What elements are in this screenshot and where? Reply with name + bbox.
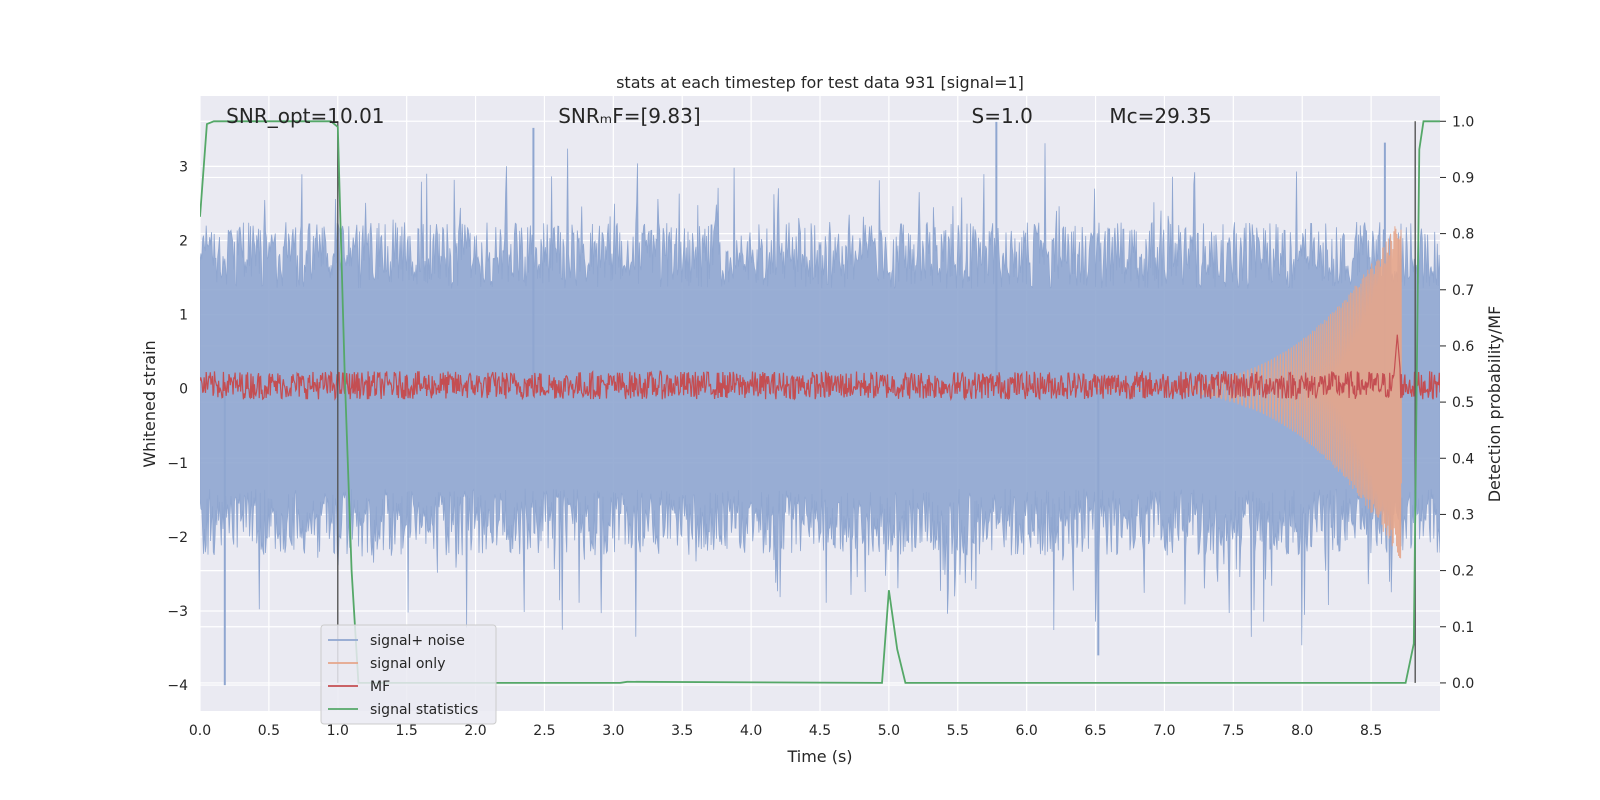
x-tick-label: 6.5 bbox=[1084, 723, 1106, 739]
x-axis-ticks: 0.0 0.5 1.0 1.5 2.0 2.5 3.0 3.5 4.0 4.5 5.0 5.5 6.0 6… bbox=[189, 723, 1382, 739]
x-tick-label: 8.5 bbox=[1360, 723, 1382, 739]
x-tick-label: 2.5 bbox=[533, 723, 555, 739]
x-tick-label: 3.0 bbox=[602, 723, 624, 739]
legend-box bbox=[320, 624, 497, 725]
annotation-snr-mf: SNRₘF=[9.83] bbox=[558, 104, 700, 128]
x-tick-label: 1.5 bbox=[396, 723, 418, 739]
y-right-tick-label: 1.0 bbox=[1452, 114, 1474, 130]
y-left-tick-label: 1 bbox=[179, 308, 188, 324]
x-tick-label: 2.0 bbox=[464, 723, 486, 739]
y-axis-right-title: Detection probability/MF bbox=[1485, 306, 1504, 503]
x-tick-label: 3.5 bbox=[671, 723, 693, 739]
y-axis-right-ticks: 1.0 0.9 0.8 0.7 0.6 0.5 0.4 0.3 0.2 0.1 0.0 bbox=[1440, 114, 1474, 692]
x-tick-label: 7.5 bbox=[1222, 723, 1244, 739]
legend-label-signal-only: signal only bbox=[370, 656, 445, 672]
annotation-snr-opt: SNR_opt=10.01 bbox=[226, 104, 384, 128]
legend-label-mf: MF bbox=[370, 679, 390, 695]
y-axis-left-title: Whitened strain bbox=[140, 340, 159, 467]
y-left-tick-label: 0 bbox=[179, 382, 188, 398]
y-right-tick-label: 0.2 bbox=[1452, 564, 1474, 580]
x-tick-label: 8.0 bbox=[1291, 723, 1313, 739]
y-left-tick-label: 3 bbox=[179, 159, 188, 175]
y-right-tick-label: 0.5 bbox=[1452, 395, 1474, 411]
y-right-tick-label: 0.8 bbox=[1452, 227, 1474, 243]
y-left-tick-label: −4 bbox=[167, 678, 188, 694]
legend-label-signal-noise: signal+ noise bbox=[370, 633, 465, 649]
y-right-tick-label: 0.0 bbox=[1452, 676, 1474, 692]
legend-label-signal-statistics: signal statistics bbox=[370, 702, 478, 718]
y-right-tick-label: 0.1 bbox=[1452, 620, 1474, 636]
x-tick-label: 4.5 bbox=[809, 723, 831, 739]
y-axis-left-ticks: 3 2 1 0 −1 −2 −3 −4 bbox=[167, 159, 188, 694]
x-tick-label: 5.5 bbox=[947, 723, 969, 739]
annotation-mc: Mᴄ=29.35 bbox=[1109, 104, 1211, 128]
y-right-tick-label: 0.9 bbox=[1452, 170, 1474, 186]
y-left-tick-label: −2 bbox=[167, 530, 188, 546]
y-left-tick-label: 2 bbox=[179, 233, 188, 249]
mf-line bbox=[200, 334, 1440, 402]
annotation-s-stat: S=1.0 bbox=[972, 104, 1033, 128]
x-tick-label: 5.0 bbox=[878, 723, 900, 739]
x-axis-title: Time (s) bbox=[786, 747, 852, 766]
x-tick-label: 7.0 bbox=[1153, 723, 1175, 739]
y-right-tick-label: 0.4 bbox=[1452, 451, 1474, 467]
y-right-tick-label: 0.6 bbox=[1452, 339, 1474, 355]
y-left-tick-label: −1 bbox=[167, 456, 188, 472]
x-tick-label: 0.5 bbox=[258, 723, 280, 739]
series-mf bbox=[200, 334, 1440, 402]
annotations: SNR_opt=10.01 SNRₘF=[9.83] S=1.0 Mᴄ=29.35 bbox=[226, 104, 1211, 128]
series-signal-statistics bbox=[200, 120, 1440, 684]
y-right-tick-label: 0.3 bbox=[1452, 507, 1474, 523]
signal-statistics-line bbox=[200, 120, 1440, 684]
x-tick-label: 0.0 bbox=[189, 723, 211, 739]
x-tick-label: 6.0 bbox=[1016, 723, 1038, 739]
x-tick-label: 1.0 bbox=[327, 723, 349, 739]
legend: signal+ noise signal only MF signal stat… bbox=[320, 624, 497, 725]
y-right-tick-label: 0.7 bbox=[1452, 283, 1474, 299]
y-left-tick-label: −3 bbox=[167, 604, 188, 620]
chart-title: stats at each timestep for test data 931… bbox=[616, 73, 1024, 92]
x-tick-label: 4.0 bbox=[740, 723, 762, 739]
